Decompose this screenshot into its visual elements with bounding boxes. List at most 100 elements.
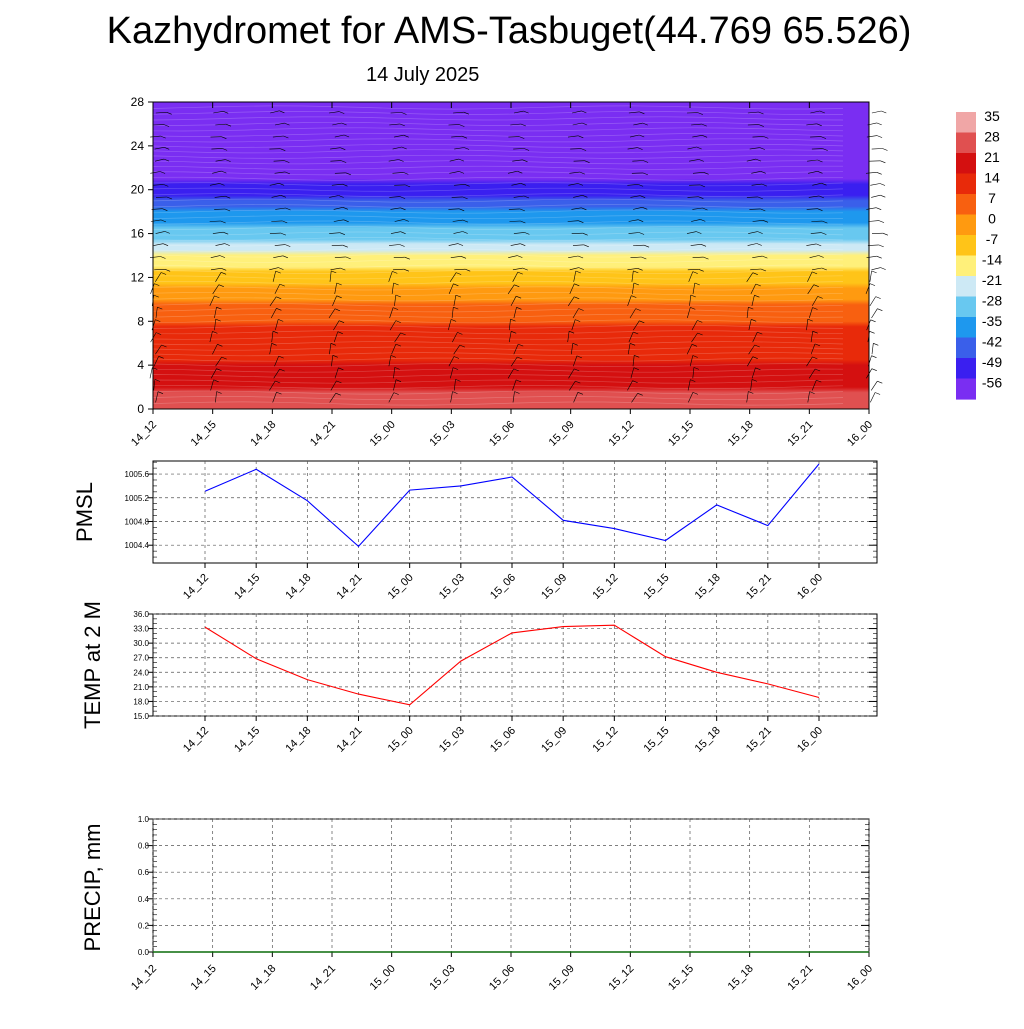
precip-xtick-label: 15_15: [666, 963, 696, 993]
heatmap-xtick-label: 15_03: [427, 419, 457, 449]
wind-barb-flag: [870, 331, 875, 333]
temp-2m-xtick-label: 15_03: [437, 725, 467, 755]
precip-ytick-label: 0.8: [138, 842, 150, 851]
colorbar-label: -14: [982, 252, 1002, 268]
pmsl-ytick-label: 1005.6: [125, 470, 150, 479]
heatmap-ytick-label: 4: [137, 358, 144, 372]
wind-barb-flag: [877, 309, 882, 311]
wind-barb-flag: [880, 195, 885, 197]
wind-barb-flag: [880, 184, 885, 186]
pmsl-xtick-label: 15_15: [642, 572, 672, 602]
temp-2m-xtick-label: 15_09: [539, 725, 569, 755]
colorbar-label: -49: [982, 354, 1002, 370]
wind-barb: [871, 195, 880, 197]
chart-date: 14 July 2025: [366, 64, 479, 87]
heatmap-xtick-label: 15_09: [547, 419, 577, 449]
wind-barb-flag: [871, 320, 876, 322]
precip-xtick-label: 15_00: [368, 963, 398, 993]
wind-barb-flag: [877, 381, 882, 383]
colorbar-swatch: [956, 215, 976, 236]
temp-2m-xtick-label: 15_21: [744, 725, 774, 755]
heatmap-xtick-label: 14_15: [189, 419, 219, 449]
pmsl-xtick-label: 15_21: [744, 572, 774, 602]
temp-2m-ytick-label: 21.0: [133, 683, 149, 692]
temp-2m-ytick-label: 33.0: [133, 625, 149, 634]
precip-ytick-label: 0.4: [138, 895, 150, 904]
precip-xtick-label: 14_12: [129, 963, 159, 993]
wind-barb-flag: [877, 123, 882, 125]
temp-2m-xtick-label: 14_15: [232, 725, 262, 755]
temp-2m-xtick-label: 16_00: [795, 725, 825, 755]
pmsl-xtick-label: 14_15: [232, 572, 262, 602]
wind-barb: [872, 268, 881, 270]
wind-barb: [872, 309, 878, 318]
heatmap-ytick-label: 16: [131, 227, 145, 241]
colorbar-swatch: [956, 317, 976, 338]
colorbar-swatch: [956, 256, 976, 277]
colorbar-swatch: [956, 358, 976, 379]
wind-barb-flag: [881, 111, 886, 113]
wind-barb-flag: [876, 297, 881, 299]
temp-2m-xtick-label: 14_18: [283, 725, 313, 755]
pmsl-xtick-label: 16_00: [795, 572, 825, 602]
wind-barb: [872, 343, 873, 354]
heatmap-xtick-label: 14_12: [129, 419, 159, 449]
precip-ytick-label: 1.0: [138, 815, 150, 824]
colorbar-swatch: [956, 338, 976, 359]
heatmap-xtick-label: 15_15: [666, 419, 696, 449]
pmsl-xtick-label: 15_03: [437, 572, 467, 602]
pmsl-xtick-label: 15_00: [386, 572, 416, 602]
precip-xtick-label: 14_18: [248, 963, 278, 993]
wind-barb: [150, 368, 152, 379]
colorbar-swatch: [956, 276, 976, 297]
wind-barb: [870, 271, 872, 282]
pmsl-xtick-label: 15_12: [590, 572, 620, 602]
temp-2m-ytick-label: 30.0: [133, 639, 149, 648]
precip-xtick-label: 15_06: [487, 963, 517, 993]
temp-2m-ytick-label: 36.0: [133, 610, 149, 619]
wind-barb-flag: [872, 356, 877, 358]
wind-barb: [868, 221, 879, 222]
heatmap-ytick-label: 12: [131, 270, 145, 284]
colorbar-label: 28: [984, 129, 1000, 145]
precip-ytick-label: 0.0: [138, 948, 150, 957]
colorbar-label: 14: [984, 170, 1000, 186]
heatmap-xtick-label: 15_00: [368, 419, 398, 449]
wind-barb-flag: [876, 208, 881, 210]
pmsl-xtick-label: 15_18: [693, 572, 723, 602]
wind-barb: [870, 393, 875, 403]
temp-2m-ytick-label: 24.0: [133, 668, 149, 677]
heatmap-ytick-label: 28: [131, 95, 145, 109]
wind-barb: [870, 297, 876, 306]
heatmap-ytick-label: 0: [137, 402, 144, 416]
wind-barb-flag: [877, 172, 882, 174]
temp-2m-ytick-label: 15.0: [133, 712, 149, 721]
colorbar-swatch: [956, 235, 976, 256]
wind-barb-flag: [877, 256, 882, 258]
precip-xtick-label: 15_12: [606, 963, 636, 993]
colorbar-label: -21: [982, 272, 1002, 288]
colorbar-label: -35: [982, 313, 1002, 329]
heatmap-ytick-label: 8: [137, 314, 144, 328]
wind-barb-flag: [883, 233, 888, 235]
colorbar-swatch: [956, 153, 976, 174]
precip-xtick-label: 15_03: [427, 963, 457, 993]
heatmap-xtick-label: 16_00: [845, 419, 875, 449]
colorbar-swatch: [956, 297, 976, 318]
temp-2m-xtick-label: 15_06: [488, 725, 518, 755]
precip-xtick-label: 14_21: [308, 963, 338, 993]
heatmap-xtick-label: 15_06: [487, 419, 517, 449]
colorbar-swatch: [956, 112, 976, 133]
wind-barb-flag: [873, 343, 878, 345]
chart-title: Kazhydromet for AMS-Tasbuget(44.769 65.5…: [0, 10, 1018, 53]
pmsl-frame: [153, 461, 877, 563]
heatmap-xtick-label: 15_12: [606, 419, 636, 449]
wind-barb-flag: [881, 268, 886, 270]
precip-xtick-label: 15_21: [785, 963, 815, 993]
precip-xtick-label: 15_09: [547, 963, 577, 993]
precip-xtick-label: 15_18: [726, 963, 756, 993]
precip-ytick-label: 0.6: [138, 868, 150, 877]
temp-2m-frame: [153, 614, 877, 716]
colorbar-label: -42: [982, 334, 1002, 350]
